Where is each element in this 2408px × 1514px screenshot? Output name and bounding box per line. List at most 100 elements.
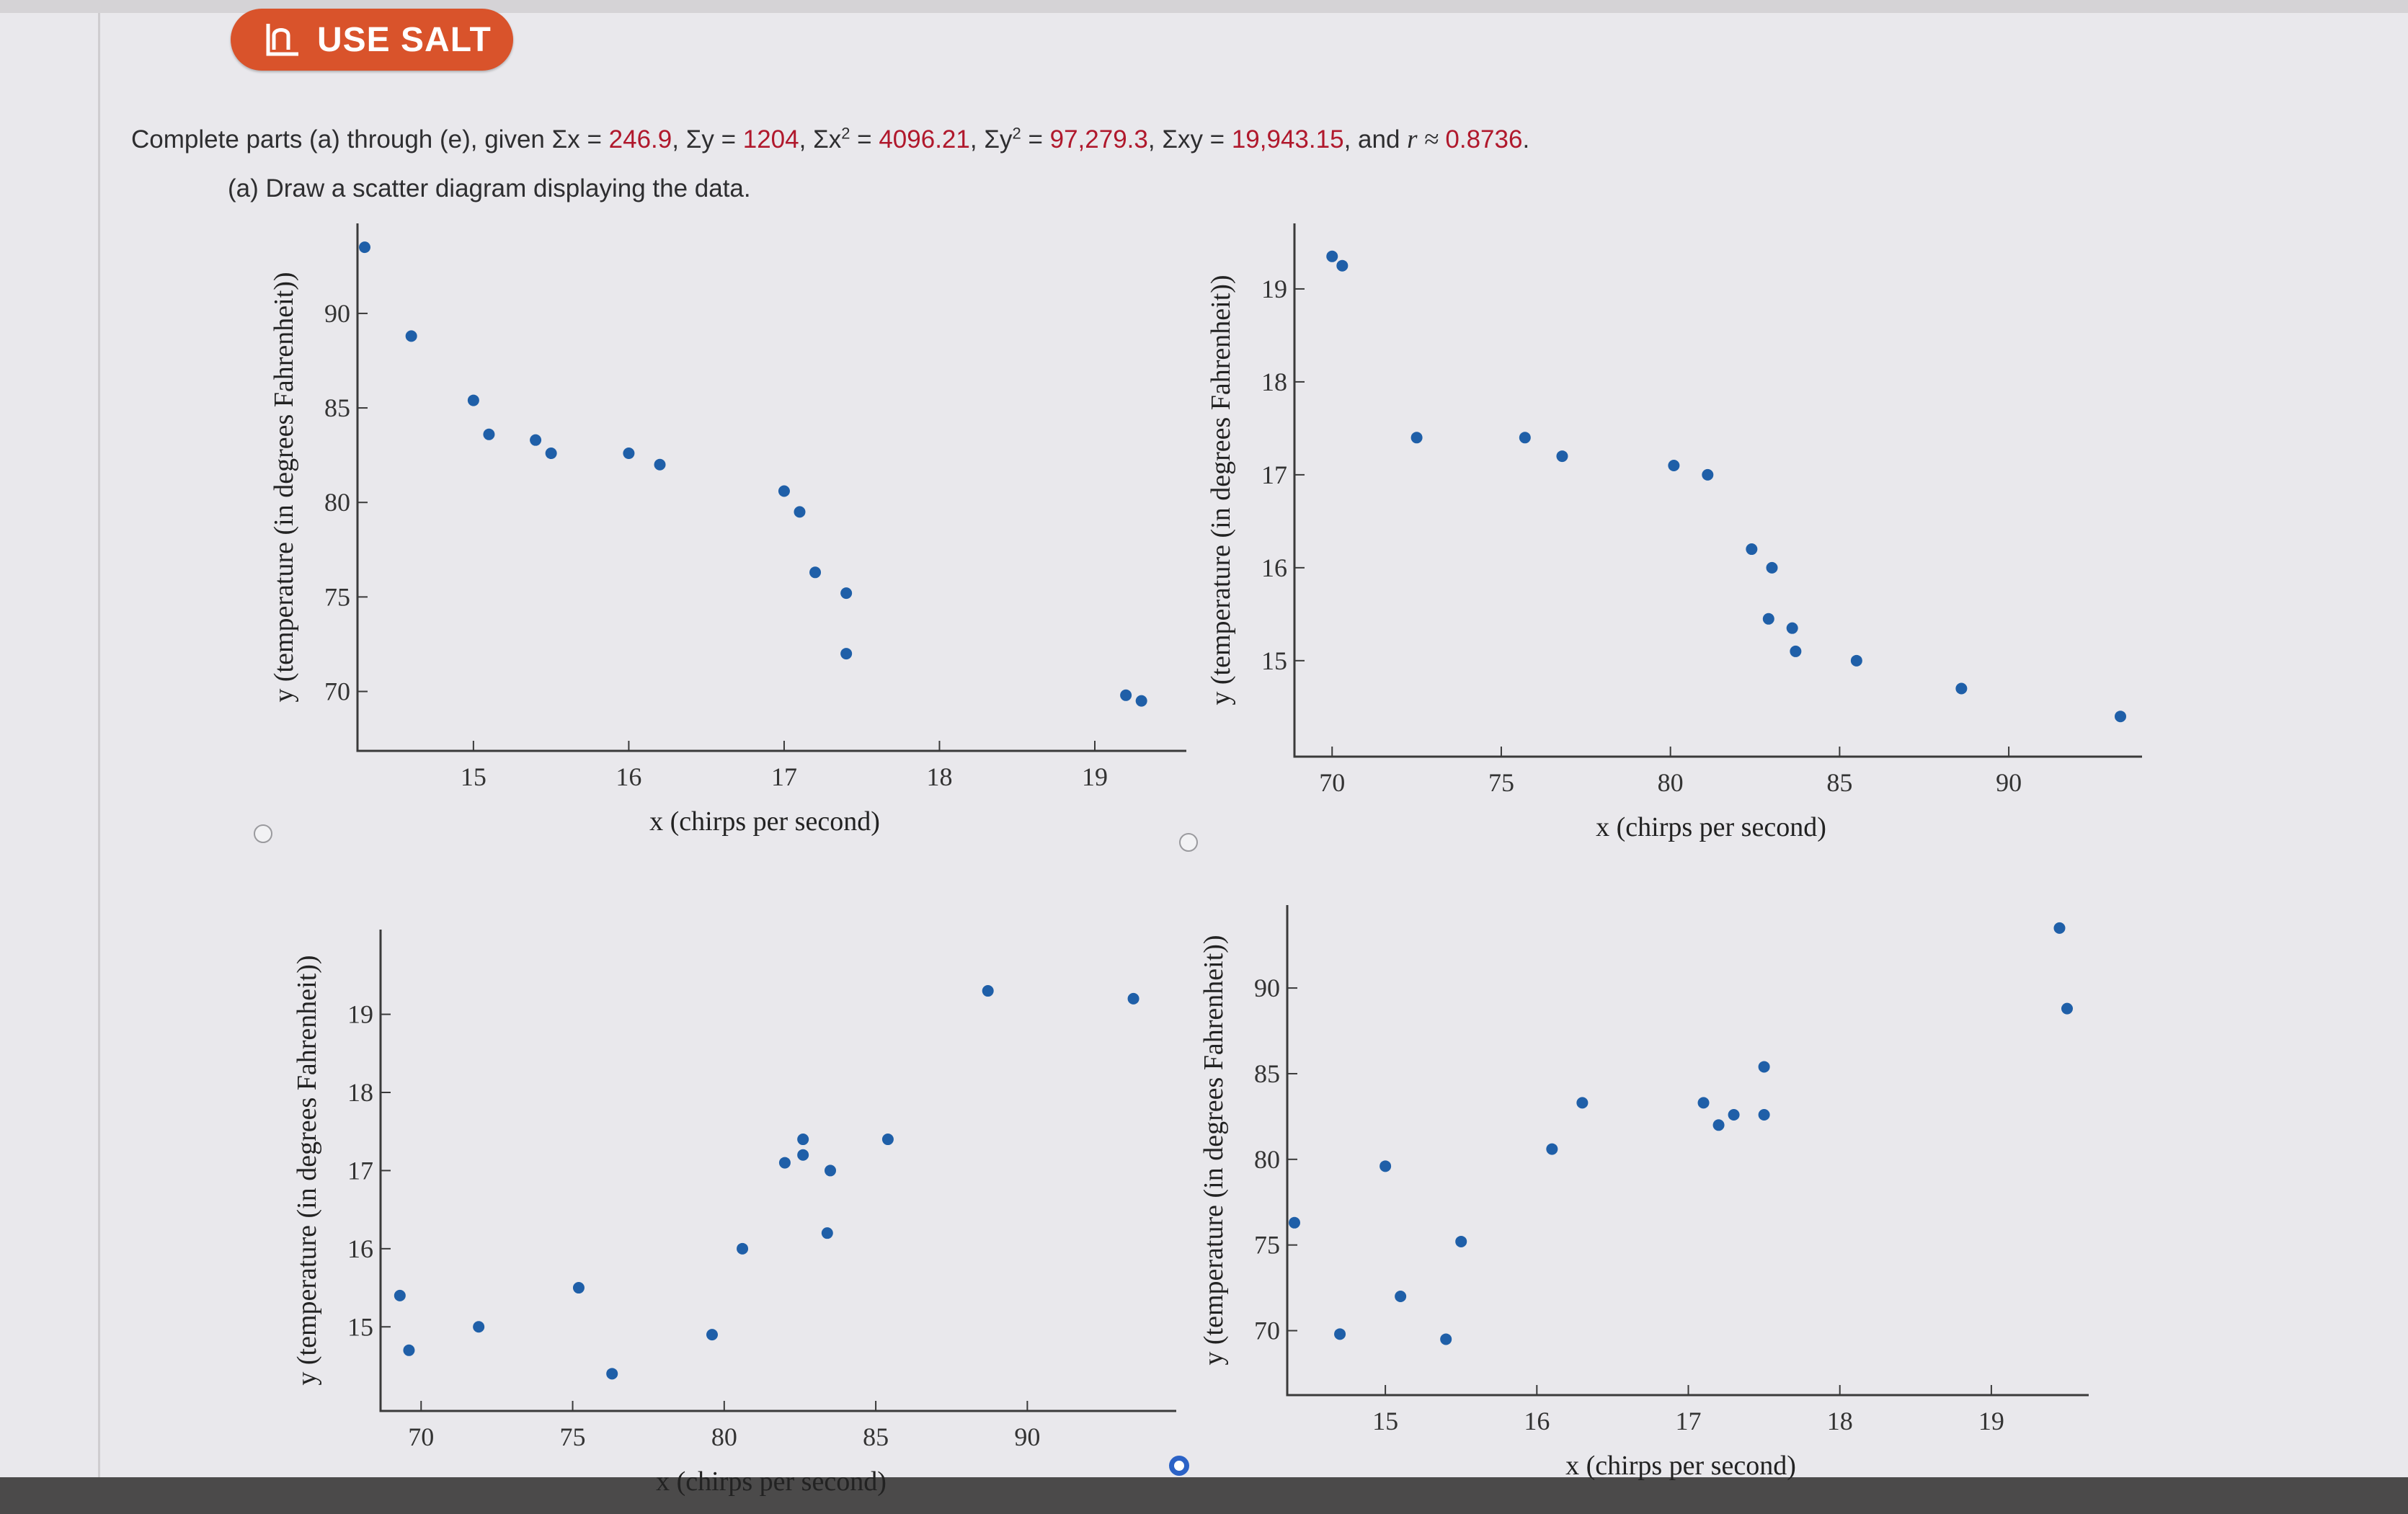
x-tick-label: 85: [863, 1422, 889, 1451]
data-point: [1762, 613, 1774, 625]
x-tick-label: 18: [926, 762, 952, 791]
data-point: [821, 1227, 833, 1239]
data-point: [467, 394, 479, 406]
x-tick-label: 16: [616, 762, 641, 791]
data-point: [1955, 682, 1968, 695]
y-axis-title: y (temperature (in degrees Fahrenheit)): [269, 272, 299, 702]
sum-x2-symbol: Σx: [813, 125, 842, 153]
y-tick-label: 75: [1254, 1231, 1280, 1260]
data-point: [1380, 1160, 1392, 1172]
data-point: [403, 1344, 415, 1356]
data-point: [840, 648, 853, 660]
sum-x-symbol: Σx =: [551, 125, 609, 153]
data-point: [483, 428, 495, 440]
and-word: and: [1358, 125, 1400, 153]
left-border: [98, 13, 100, 1477]
x-tick-label: 75: [1488, 768, 1514, 797]
x-tick-label: 17: [1676, 1407, 1702, 1435]
sum-y2-value: 97,279.3: [1049, 125, 1148, 153]
data-point: [1712, 1119, 1725, 1131]
part-a-prompt: (a) Draw a scatter diagram displaying th…: [228, 174, 751, 202]
data-point: [1455, 1235, 1467, 1247]
data-point: [737, 1242, 749, 1255]
data-point: [1850, 654, 1862, 667]
data-point: [1127, 992, 1139, 1005]
data-point: [473, 1321, 485, 1333]
data-point: [794, 506, 806, 518]
x-tick-label: 19: [1978, 1407, 2004, 1435]
option-radio-bottom-right[interactable]: [1169, 1456, 1189, 1476]
data-point: [623, 447, 635, 460]
data-point: [1758, 1061, 1770, 1073]
sum-y2-symbol: Σy: [984, 125, 1013, 153]
use-salt-button[interactable]: USE SALT: [231, 9, 513, 71]
y-tick-label: 18: [347, 1078, 373, 1107]
sum-y-symbol: Σy =: [685, 125, 743, 153]
data-point: [359, 241, 370, 254]
y-tick-label: 19: [347, 1000, 373, 1029]
data-point: [1746, 543, 1758, 556]
data-point: [1546, 1143, 1558, 1155]
y-axis-title: y (temperature (in degrees Fahrenheit)): [1206, 275, 1236, 705]
data-point: [797, 1134, 809, 1146]
data-point: [881, 1134, 894, 1146]
data-point: [2115, 711, 2126, 723]
y-tick-label: 85: [324, 393, 350, 422]
data-point: [1556, 450, 1568, 463]
data-point: [2053, 922, 2066, 934]
r-value: 0.8736: [1445, 125, 1523, 153]
screen: [0, 0, 2408, 1477]
use-salt-label: USE SALT: [317, 20, 492, 59]
x-tick-label: 90: [1996, 768, 2022, 797]
data-point: [840, 587, 853, 600]
x-tick-label: 18: [1827, 1407, 1853, 1435]
y-tick-label: 70: [324, 677, 350, 706]
y-tick-label: 70: [1254, 1317, 1280, 1345]
data-point: [706, 1329, 718, 1341]
y-tick-label: 16: [1261, 553, 1287, 582]
x-tick-label: 70: [1319, 768, 1345, 797]
y-tick-label: 85: [1254, 1059, 1280, 1088]
problem-intro: Complete parts (a) through (e), given: [131, 125, 545, 153]
x-axis-title: x (chirps per second): [656, 1466, 887, 1497]
option-radio-top-right[interactable]: [1179, 833, 1198, 852]
data-point: [1334, 1328, 1346, 1340]
option-radio-top-left[interactable]: [254, 824, 272, 843]
sum-x-value: 246.9: [608, 125, 672, 153]
y-axis-title: y (temperature (in degrees Fahrenheit)): [1199, 935, 1229, 1365]
axes: [1293, 223, 2142, 758]
x-axis-title: x (chirps per second): [649, 806, 880, 837]
x-tick-label: 75: [560, 1422, 586, 1451]
y-tick-label: 17: [1261, 460, 1287, 489]
data-point: [1289, 1216, 1300, 1229]
data-point: [1790, 645, 1802, 657]
data-point: [825, 1165, 837, 1177]
data-point: [1395, 1291, 1407, 1303]
data-point: [778, 485, 790, 497]
data-point: [1120, 689, 1132, 701]
data-point: [606, 1368, 618, 1380]
x-tick-label: 19: [1082, 762, 1108, 791]
y-tick-label: 18: [1261, 368, 1287, 396]
y-tick-label: 80: [1254, 1145, 1280, 1174]
x-tick-label: 80: [1658, 768, 1684, 797]
data-point: [1702, 468, 1714, 481]
data-point: [1668, 459, 1680, 471]
data-point: [778, 1157, 791, 1169]
sum-x2-value: 4096.21: [879, 125, 970, 153]
data-point: [572, 1282, 585, 1294]
data-point: [405, 330, 417, 342]
data-point: [1576, 1097, 1589, 1109]
data-point: [982, 985, 994, 997]
y-tick-label: 90: [1254, 974, 1280, 1002]
data-point: [797, 1149, 809, 1161]
top-strip: [0, 0, 2408, 13]
x-axis-title: x (chirps per second): [1596, 812, 1826, 842]
data-point: [809, 566, 822, 579]
data-point: [1336, 259, 1349, 272]
y-tick-label: 80: [324, 488, 350, 517]
sum-y-value: 1204: [742, 125, 799, 153]
data-point: [1786, 622, 1798, 634]
y-tick-label: 90: [324, 299, 350, 328]
